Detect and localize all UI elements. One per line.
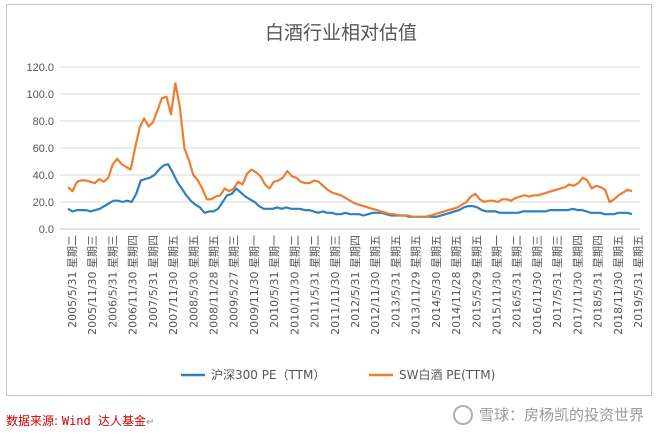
x-tick-label: 2015/11/30 星期一 [491, 235, 504, 335]
x-tick-label: 2009/5/27 星期三 [228, 235, 241, 328]
x-tick-label: 2014/5/30 星期五 [430, 235, 443, 328]
y-axis: 0.0 20.0 40.0 60.0 80.0 100.0 120.0 [26, 62, 54, 236]
x-tick-label: 2007/11/30 星期五 [167, 235, 180, 335]
x-tick-label: 2005/11/30 星期三 [86, 235, 99, 335]
x-tick-label: 2010/11/30 星期二 [288, 235, 301, 335]
x-tick-label: 2018/5/31 星期四 [592, 235, 605, 328]
x-tick-label: 2013/5/31 星期五 [389, 235, 402, 328]
source-label: 数据来源: [6, 414, 62, 428]
x-tick-label: 2008/11/28 星期五 [208, 235, 221, 335]
x-tick-label: 2008/5/30 星期五 [187, 235, 200, 328]
x-tick-label: 2018/11/30 星期五 [612, 235, 625, 335]
legend: 沪深300 PE（TTM） SW白酒 PE(TTM) [181, 367, 495, 382]
plot-lines [67, 82, 633, 218]
source-name: Wind 达人基金 [61, 414, 146, 428]
chart-title: 白酒行业相对估值 [265, 22, 417, 44]
x-tick-label: 2007/5/31 星期四 [147, 235, 160, 328]
x-tick-label: 2012/5/31 星期四 [349, 235, 362, 328]
return-marker: ↵ [145, 417, 155, 428]
x-tick-label: 2011/11/30 星期三 [329, 235, 342, 335]
watermark-text: 雪球：房杨凯的投资世界 [478, 406, 644, 424]
x-tick-label: 2017/11/30 星期四 [571, 235, 584, 335]
y-tick-label: 40.0 [33, 170, 54, 182]
source-note: 数据来源: Wind 达人基金↵ [6, 412, 154, 429]
x-tick-label: 2019/5/31 星期五 [632, 235, 645, 328]
legend-label: SW白酒 PE(TTM) [399, 367, 495, 382]
y-tick-label: 100.0 [26, 89, 54, 101]
x-tick-label: 2010/5/31 星期一 [268, 235, 281, 328]
legend-label: 沪深300 PE（TTM） [211, 368, 325, 382]
x-tick-label: 2006/5/31 星期三 [106, 235, 119, 328]
x-tick-label: 2011/5/31 星期二 [309, 235, 322, 328]
series-line-hs300 [67, 163, 633, 218]
y-tick-label: 80.0 [33, 116, 54, 128]
x-tick-label: 2009/11/30 星期一 [248, 235, 261, 335]
x-tick-label: 2012/11/30 星期五 [369, 235, 382, 335]
grid [60, 66, 640, 230]
x-tick-label: 2015/5/29 星期五 [470, 235, 483, 328]
x-tick-label: 2005/5/31 星期二 [66, 235, 79, 328]
x-tick-label: 2016/5/31 星期二 [511, 235, 524, 328]
watermark: 雪球：房杨凯的投资世界 [452, 404, 644, 425]
y-tick-label: 20.0 [33, 197, 54, 209]
y-tick-label: 60.0 [33, 143, 54, 155]
x-tick-label: 2013/11/29 星期五 [410, 235, 423, 335]
y-tick-label: 0.0 [39, 224, 54, 236]
y-tick-label: 120.0 [26, 62, 54, 74]
chart-frame: 白酒行业相对估值 0.0 20.0 40.0 60.0 80.0 100.0 120.0 2… [6, 4, 652, 396]
chart: 白酒行业相对估值 0.0 20.0 40.0 60.0 80.0 100.0 120.0 2… [26, 22, 645, 382]
snowball-logo-icon [452, 404, 473, 425]
x-tick-label: 2017/5/31 星期三 [551, 235, 564, 328]
series-line-sw-baijiu [67, 82, 633, 218]
x-tick-label: 2016/11/30 星期三 [531, 235, 544, 335]
x-tick-label: 2014/11/28 星期五 [450, 235, 463, 335]
x-tick-label: 2006/11/30 星期四 [127, 235, 140, 335]
x-axis: 2005/5/31 星期二 2005/11/30 星期三 2006/5/31 星期三… [66, 235, 645, 335]
